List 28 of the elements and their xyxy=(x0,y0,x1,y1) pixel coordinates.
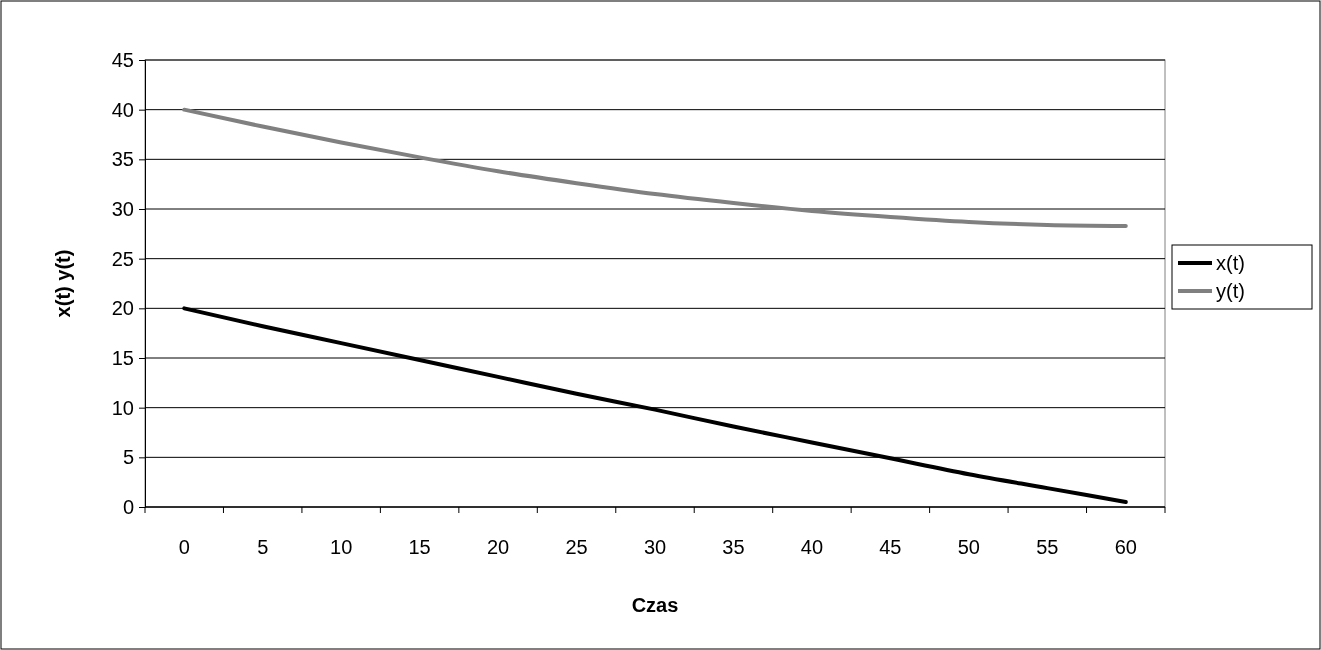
line-series xyxy=(182,107,1128,228)
x-tick-label: 60 xyxy=(1114,536,1137,558)
y-tick-label: 20 xyxy=(111,297,134,320)
x-tick-label: 20 xyxy=(486,536,510,558)
x-tick-label: 5 xyxy=(257,536,269,558)
x-tick-label: 0 xyxy=(178,536,190,558)
y-tick-label: 45 xyxy=(111,48,134,71)
y-tick-label: 40 xyxy=(111,98,134,121)
y-tick-label: 5 xyxy=(122,446,134,469)
y-tick-label: 10 xyxy=(111,396,134,419)
y-axis-title: x(t) y(t) xyxy=(52,249,74,318)
x-tick-label: 25 xyxy=(565,536,588,558)
x-tick-label: 10 xyxy=(330,536,353,558)
x-tick-label: 50 xyxy=(957,536,980,558)
x-tick-label: 30 xyxy=(643,536,667,558)
x-tick-label: 35 xyxy=(722,536,745,558)
legend-label: x(t) xyxy=(1216,252,1245,274)
y-tick-label: 25 xyxy=(111,247,134,270)
x-axis-title: Czas xyxy=(631,594,679,616)
y-tick-label: 30 xyxy=(111,197,134,220)
x-tick-label: 40 xyxy=(800,536,824,558)
y-tick-label: 0 xyxy=(122,495,134,518)
y-tick-label: 15 xyxy=(111,346,134,369)
x-tick-label: 15 xyxy=(408,536,431,558)
x-tick-label: 55 xyxy=(1036,536,1059,558)
legend-label: y(t) xyxy=(1216,280,1245,302)
x-tick-label: 45 xyxy=(879,536,902,558)
y-tick-label: 35 xyxy=(111,148,134,171)
